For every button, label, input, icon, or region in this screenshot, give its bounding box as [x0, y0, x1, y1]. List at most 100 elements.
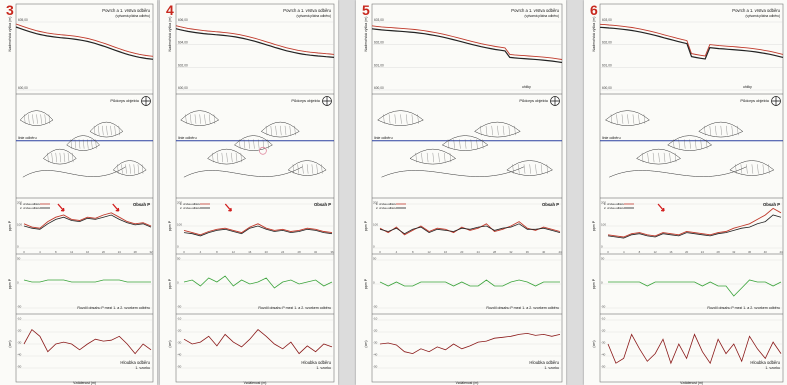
depth-tick-label: -20 [373, 328, 378, 332]
feature-hatch [284, 125, 287, 136]
feature-hatch [216, 152, 219, 163]
content-tick-label: 200 [177, 200, 182, 204]
feature-hatch [432, 152, 434, 163]
feature-boundary [381, 166, 525, 178]
x-axis-label: Vzdálenost (m) [73, 381, 96, 385]
difference-tick-label: 0 [177, 280, 179, 284]
feature-hatch [497, 125, 499, 136]
feature-hatch [663, 152, 666, 163]
feature-hatch [523, 164, 526, 174]
x-tick-label: 36 [748, 250, 752, 254]
x-tick-label: 28 [134, 250, 138, 254]
x-tick-label: 0 [183, 250, 185, 254]
depth-axis-label: (cm) [168, 340, 172, 347]
feature-hatch [91, 139, 93, 149]
panel-figure: Povrch a 1. vrstva odběru(vytvarná plátn… [592, 3, 784, 385]
x-tick-label: 32 [314, 250, 318, 254]
feature-hatch [87, 139, 89, 149]
feature-boundary [609, 166, 747, 178]
x-tick-label: 20 [685, 250, 689, 254]
series-depth [23, 328, 152, 355]
feature-hatch [678, 139, 680, 149]
x-tick-label: 16 [669, 250, 673, 254]
figure-number: 6 [590, 2, 598, 18]
feature-outline [66, 135, 100, 151]
content-tick-label: 100 [177, 222, 182, 226]
feature-hatch [546, 164, 548, 174]
x-tick-label: 36 [330, 250, 334, 254]
content-axis-label: ppm P [168, 220, 172, 231]
x-axis-label: Vzdálenost (m) [244, 381, 267, 385]
depth-tick-label: -30 [177, 340, 182, 344]
first-layer-line [371, 28, 563, 64]
plan-label: Půdorys objektu [519, 98, 548, 103]
panel-figure: Povrch a 1. vrstva odběru(vytvarná plátn… [8, 3, 154, 385]
series-first-layer [183, 223, 333, 236]
legend-first-layer: 1. vrstva odběru [180, 202, 200, 206]
feature-hatch [24, 114, 26, 124]
feature-hatch [253, 139, 255, 149]
difference-label: Rozdíl obsahu P mezi 1. a 2. vzorkem odb… [486, 306, 559, 310]
feature-hatch [388, 114, 391, 124]
feature-hatch [235, 152, 238, 163]
surface-line [599, 23, 784, 57]
depth-tick-label: -20 [601, 328, 606, 332]
x-tick-label: 24 [701, 250, 705, 254]
surface-line [175, 25, 335, 55]
x-tick-label: 28 [493, 250, 497, 254]
feature-hatch [400, 114, 402, 124]
x-tick-label: 20 [265, 250, 269, 254]
feature-hatch [485, 125, 488, 136]
depth-tick-label: -50 [601, 364, 606, 368]
feature-outline [19, 110, 54, 126]
feature-hatch [449, 152, 452, 163]
series-difference [23, 279, 151, 283]
x-tick-label: 8 [55, 250, 57, 254]
feature-hatch [74, 139, 77, 149]
feature-hatch [213, 114, 216, 124]
series-first-layer [607, 207, 782, 238]
sampling-line-label: linie odběru [602, 136, 621, 140]
feature-hatch [59, 152, 61, 163]
content-label: Obsah P [542, 202, 559, 207]
north-cross [322, 96, 332, 106]
panel-figure: Povrch a 1. vrstva odběru(vytvarná plátn… [364, 3, 563, 385]
elev-tick-label: 602,00 [374, 41, 384, 45]
feature-hatch [470, 139, 472, 149]
feature-boundary [183, 166, 303, 178]
feature-hatch [82, 139, 85, 149]
feature-boundary [22, 166, 126, 178]
depth-tick-label: -40 [601, 352, 606, 356]
surface-sublabel: (vytvarná plátna odběru) [115, 14, 150, 18]
feature-hatch [535, 164, 537, 174]
depth-tick-label: -30 [601, 340, 606, 344]
x-tick-label: 24 [281, 250, 285, 254]
depth-label: Hloubka odběru [529, 360, 559, 365]
x-tick-label: 32 [509, 250, 513, 254]
feature-hatch [735, 164, 737, 174]
surface-sublabel: (vytvarná plátna odběru) [745, 14, 780, 18]
feature-outline [729, 160, 775, 176]
plan-label: Půdorys objektu [291, 98, 320, 103]
feature-hatch [292, 164, 295, 174]
elev-tick-label: 604,00 [178, 41, 188, 45]
x-axis-label: Vzdálenost (m) [456, 381, 479, 385]
feature-hatch [190, 114, 192, 124]
feature-outline [43, 148, 77, 165]
depth-tick-label: -10 [177, 316, 182, 320]
content-axis-label: ppm P [592, 220, 596, 231]
series-first-layer [379, 221, 561, 236]
surface-label: Povrch a 1. vrstva odběru [283, 8, 331, 13]
feature-hatch [695, 139, 697, 149]
depth-label: Hloubka odběru [120, 360, 150, 365]
feature-hatch [294, 125, 296, 136]
x-tick-label: 24 [477, 250, 481, 254]
figure-frame [15, 3, 154, 383]
elevation-axis-label: Nadmořská výška (m) [364, 17, 368, 52]
feature-outline [605, 110, 650, 126]
elev-tick-label: 601,00 [374, 63, 384, 67]
difference-label: Rozdíl obsahu P mezi 1. a 2. vzorkem odb… [77, 306, 150, 310]
legend-first-layer: 1. vrstva odběru [604, 202, 624, 206]
elev-tick-label: 600,00 [178, 86, 188, 90]
feature-hatch [114, 125, 116, 136]
